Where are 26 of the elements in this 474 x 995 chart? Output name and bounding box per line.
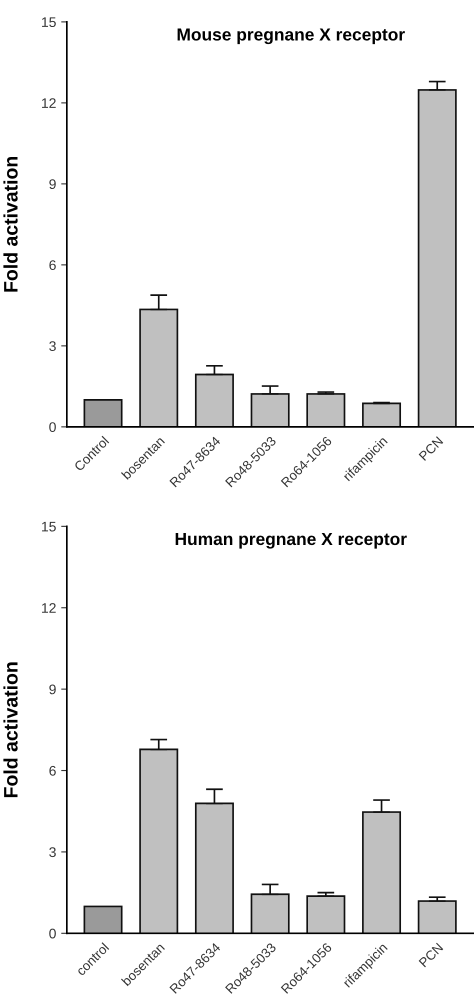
- bar: [194, 374, 234, 427]
- y-tick-label: 15: [42, 17, 56, 28]
- bar: [418, 89, 457, 427]
- y-tick-label: 6: [49, 260, 56, 270]
- chart-title: Mouse pregnane X receptor: [178, 28, 405, 44]
- y-tick-label: 9: [49, 684, 56, 694]
- bar: [306, 895, 346, 934]
- bar: [84, 399, 123, 427]
- y-tick-label: 15: [42, 522, 56, 532]
- y-tick-label: 3: [49, 847, 56, 858]
- y-tick-label: 0: [49, 422, 56, 432]
- bar: [418, 900, 457, 934]
- y-axis-title: Fold activation: [3, 662, 18, 798]
- bar: [306, 393, 346, 427]
- y-axis-title: Fold activation: [3, 156, 18, 292]
- y-tick-label: 6: [49, 766, 56, 776]
- y-tick-label: 12: [42, 603, 56, 613]
- y-tick-label: 3: [49, 341, 56, 352]
- y-tick-label: 9: [49, 179, 56, 190]
- y-tick-label: 0: [49, 928, 56, 938]
- y-tick-label: 12: [42, 98, 56, 108]
- bar: [362, 402, 402, 427]
- bar: [362, 811, 402, 934]
- bar: [250, 393, 290, 427]
- bar: [84, 906, 123, 934]
- chart-title: Human pregnane X receptor: [176, 533, 407, 549]
